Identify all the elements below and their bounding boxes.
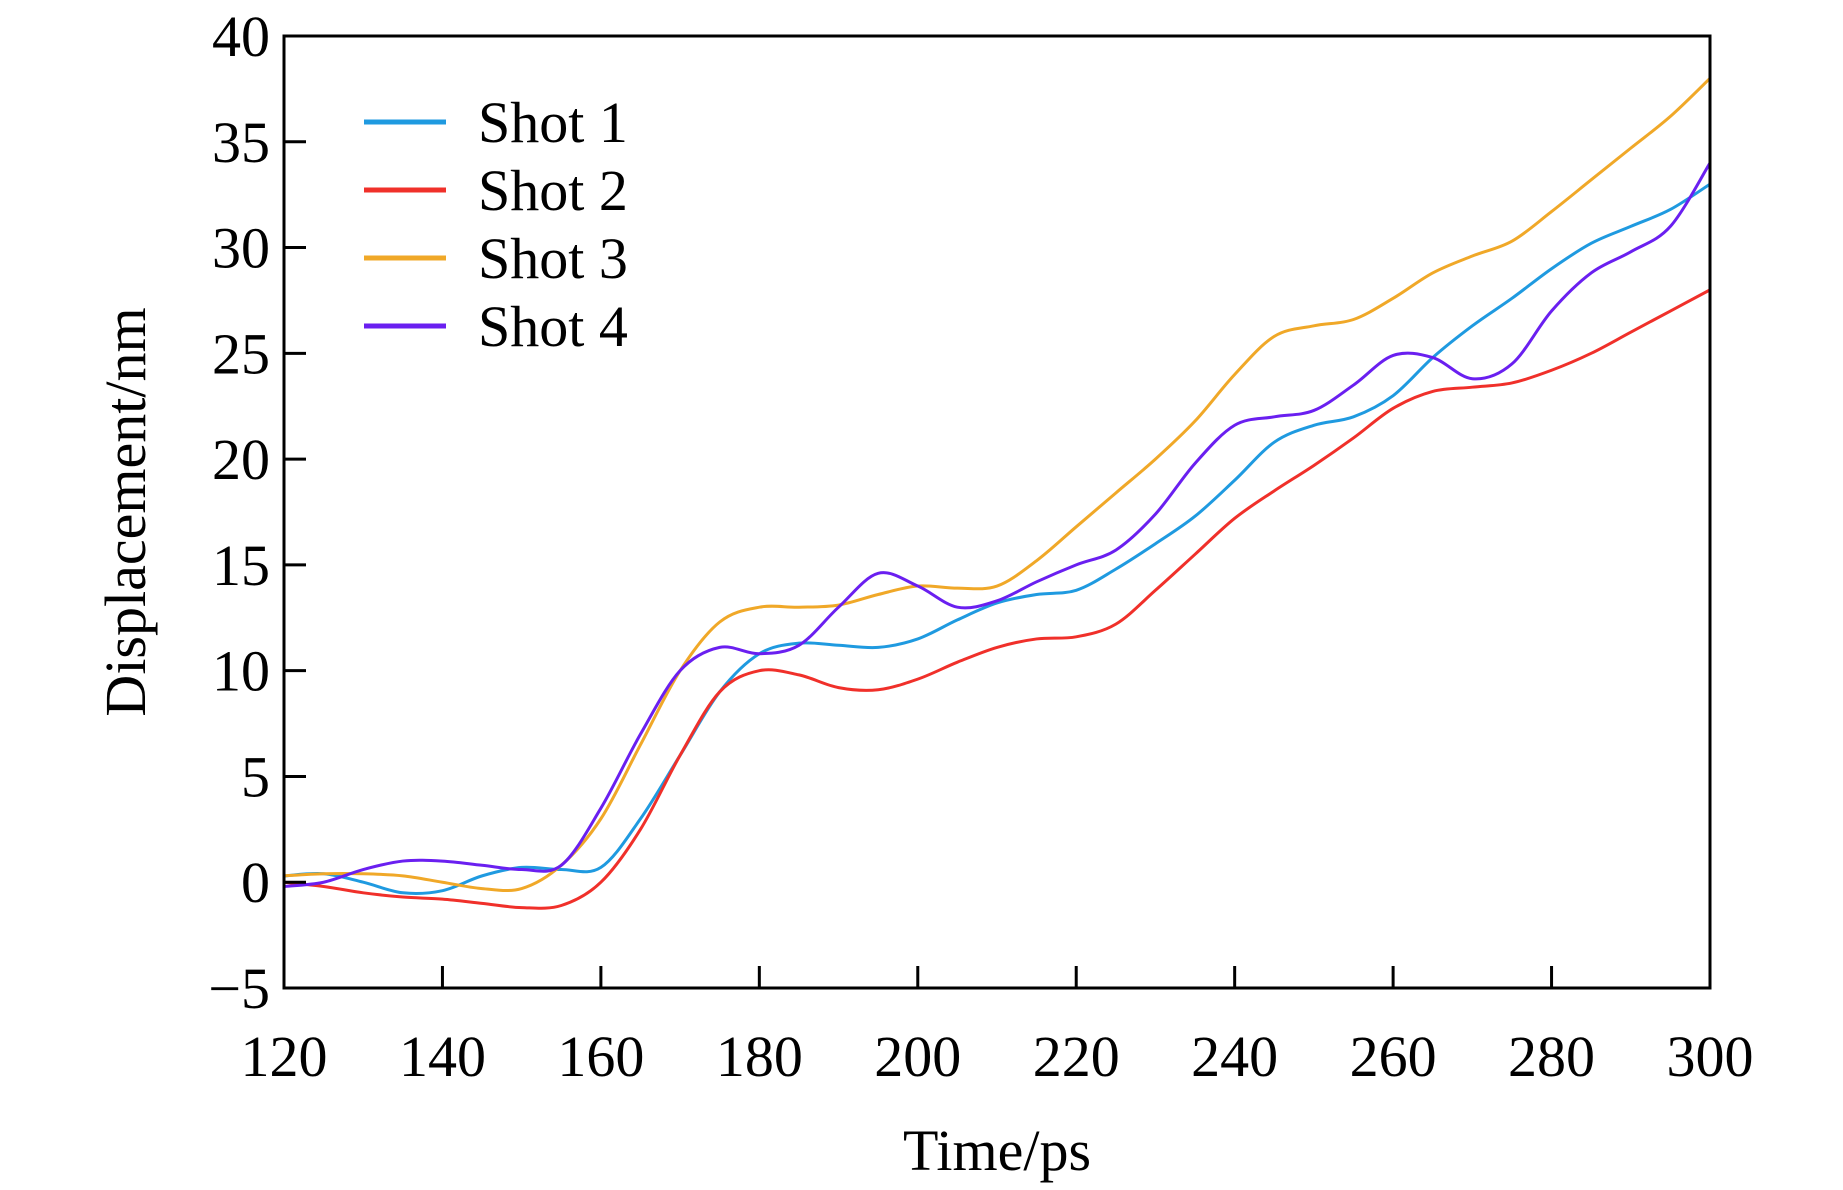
x-tick-label: 280 <box>1508 1024 1595 1089</box>
y-tick-label: 10 <box>212 639 270 704</box>
legend-label: Shot 1 <box>478 90 628 155</box>
x-tick-label: 180 <box>716 1024 803 1089</box>
series-line-shot-3 <box>283 77 1712 893</box>
series-line-shot-1 <box>283 182 1711 895</box>
series-line-shot-4 <box>283 162 1712 888</box>
y-tick-label: 5 <box>241 744 270 809</box>
ticks-layer: 120 140 160 180 200 220 240 260 280 300 −5 0 5 10 15 20… <box>208 4 1753 1089</box>
series-layer <box>283 77 1712 910</box>
x-tick-label: 160 <box>557 1024 644 1089</box>
legend-label: Shot 4 <box>478 294 628 359</box>
plot-frame <box>282 34 1712 990</box>
x-tick-label: 200 <box>874 1024 961 1089</box>
legend-label: Shot 2 <box>478 158 628 223</box>
x-tick-label: 240 <box>1191 1024 1278 1089</box>
x-axis-label: Time/ps <box>903 1118 1091 1183</box>
legend-label: Shot 3 <box>478 226 628 291</box>
x-tick-label: 260 <box>1350 1024 1437 1089</box>
x-tick-label: 120 <box>241 1024 328 1089</box>
x-tick-label: 140 <box>399 1024 486 1089</box>
y-tick-label: 0 <box>241 850 270 915</box>
y-tick-label: −5 <box>208 956 270 1021</box>
x-tick-label: 300 <box>1667 1024 1754 1089</box>
series-line-shot-2 <box>283 288 1711 910</box>
y-axis-label: Displacement/nm <box>93 307 158 716</box>
y-tick-label: 25 <box>212 321 270 386</box>
y-tick-label: 30 <box>212 216 270 281</box>
y-tick-label: 15 <box>212 533 270 598</box>
y-tick-label: 35 <box>212 110 270 175</box>
y-tick-label: 40 <box>212 4 270 69</box>
x-tick-label: 220 <box>1033 1024 1120 1089</box>
y-tick-label: 20 <box>212 427 270 492</box>
